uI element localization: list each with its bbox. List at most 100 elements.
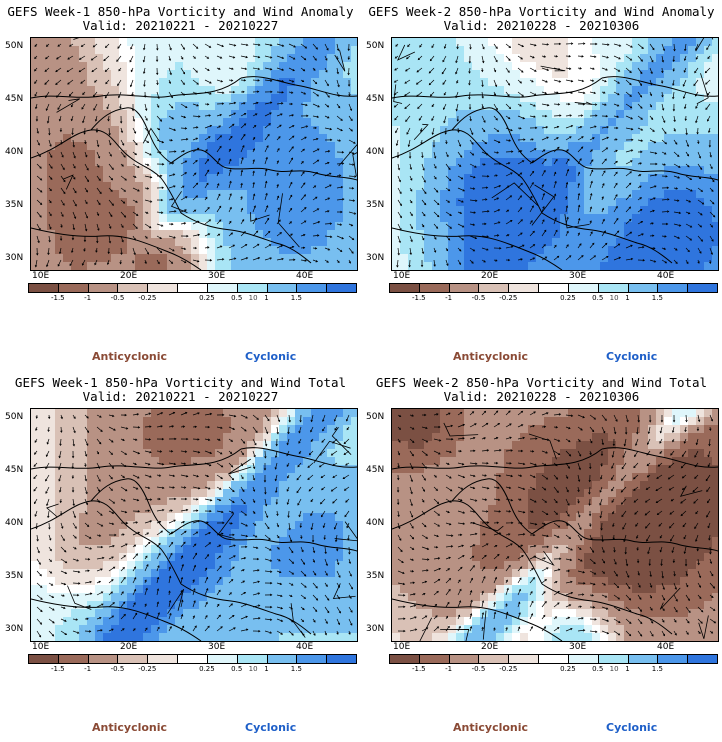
vorticity-shading	[31, 38, 357, 270]
colorbar-swatch	[687, 654, 718, 664]
colorbar-swatch	[28, 654, 59, 664]
colorbar-swatch	[87, 283, 119, 293]
colorbar-swatch	[687, 283, 718, 293]
colorbar-tick-label: -0.25	[138, 294, 157, 302]
panel-week2-anomaly: GEFS Week-2 850-hPa Vorticity and Wind A…	[361, 0, 722, 371]
longitude-label: 20E	[481, 271, 499, 281]
vorticity-shading	[392, 38, 718, 270]
colorbar	[389, 283, 718, 293]
colorbar-swatch	[627, 283, 659, 293]
latitude-label: 50N	[366, 412, 385, 422]
anticyclonic-label: Anticyclonic	[92, 721, 168, 734]
longitude-label: 40E	[296, 271, 314, 281]
colorbar-swatch	[266, 654, 298, 664]
longitude-label: 10E	[393, 271, 411, 281]
vorticity-map	[391, 408, 719, 642]
colorbar-swatch	[296, 654, 328, 664]
vorticity-map	[391, 37, 719, 271]
colorbar-tick-label: -0.25	[499, 665, 518, 673]
latitude-label: 45N	[5, 465, 24, 475]
colorbar-swatch	[567, 654, 599, 664]
colorbar-tick-label: 0.25	[560, 665, 576, 673]
panel-week2-total: GEFS Week-2 850-hPa Vorticity and Wind T…	[361, 371, 722, 742]
latitude-label: 30N	[366, 253, 385, 263]
latitude-label: 40N	[5, 518, 24, 528]
colorbar-swatch	[236, 283, 268, 293]
coastlines	[392, 422, 718, 641]
longitude-label: 20E	[481, 642, 499, 652]
wind-vectors	[33, 411, 353, 638]
colorbar-scale-label: 10	[248, 665, 258, 673]
colorbar	[28, 283, 357, 293]
colorbar-swatch	[627, 654, 659, 664]
colorbar-tick-label: -1	[445, 294, 453, 302]
colorbar-scale-label: 10	[609, 665, 619, 673]
latitude-label: 35N	[5, 571, 24, 581]
colorbar-tick-label: 0.25	[199, 665, 215, 673]
colorbar-swatch	[448, 654, 480, 664]
latitude-label: 45N	[366, 465, 385, 475]
colorbar-tick-label: -1	[445, 665, 453, 673]
colorbar-tick-label: 1	[264, 294, 269, 302]
panel-valid-dates: Valid: 20210228 - 20210306	[443, 18, 640, 33]
colorbar-swatch	[418, 283, 450, 293]
colorbar-tick-label: 1.5	[290, 665, 302, 673]
colorbar-tick-label: -0.5	[471, 665, 486, 673]
longitude-label: 20E	[120, 271, 138, 281]
latitude-label: 30N	[366, 624, 385, 634]
longitude-label: 30E	[569, 642, 587, 652]
longitude-label: 40E	[296, 642, 314, 652]
colorbar-swatch	[597, 654, 629, 664]
colorbar-tick-label: -0.25	[499, 294, 518, 302]
colorbar-swatch	[538, 283, 569, 293]
latitude-label: 35N	[366, 571, 385, 581]
colorbar-swatch	[597, 283, 629, 293]
colorbar-tick-label: -1.5	[411, 665, 426, 673]
colorbar-scale-label: 10	[248, 294, 258, 302]
colorbar-tick-label: -1	[84, 294, 92, 302]
colorbar-swatch	[448, 283, 480, 293]
colorbar-swatch	[177, 283, 208, 293]
panel-title: GEFS Week-1 850-hPa Vorticity and Wind A…	[7, 4, 354, 19]
colorbar-swatch	[478, 283, 510, 293]
colorbar-swatch	[418, 654, 450, 664]
colorbar-swatch	[567, 283, 599, 293]
anticyclonic-label: Anticyclonic	[92, 350, 168, 363]
latitude-label: 35N	[366, 200, 385, 210]
colorbar-swatch	[538, 654, 569, 664]
latitude-label: 40N	[366, 147, 385, 157]
longitude-label: 40E	[657, 271, 675, 281]
colorbar-tick-label: 0.5	[592, 294, 604, 302]
latitude-label: 45N	[366, 94, 385, 104]
panel-valid-dates: Valid: 20210221 - 20210227	[82, 389, 279, 404]
longitude-label: 10E	[32, 271, 50, 281]
longitude-label: 30E	[208, 271, 226, 281]
latitude-label: 50N	[366, 41, 385, 51]
colorbar-tick-label: 0.5	[231, 665, 243, 673]
colorbar-tick-label: -0.5	[110, 665, 125, 673]
colorbar-swatch	[508, 283, 540, 293]
colorbar-swatch	[296, 283, 328, 293]
colorbar-swatch	[177, 654, 208, 664]
colorbar-tick-label: 0.5	[592, 665, 604, 673]
latitude-label: 30N	[5, 624, 24, 634]
colorbar-scale-label: 10	[609, 294, 619, 302]
panel-title: GEFS Week-2 850-hPa Vorticity and Wind T…	[375, 375, 708, 390]
colorbar-tick-label: 0.25	[199, 294, 215, 302]
anticyclonic-label: Anticyclonic	[453, 721, 529, 734]
colorbar-tick-label: 1	[264, 665, 269, 673]
colorbar-tick-label: -0.5	[471, 294, 486, 302]
colorbar-swatch	[57, 283, 89, 293]
vorticity-shading	[31, 409, 357, 641]
cyclonic-label: Cyclonic	[606, 350, 658, 363]
panel-week1-total: GEFS Week-1 850-hPa Vorticity and Wind T…	[0, 371, 361, 742]
colorbar-swatch	[266, 283, 298, 293]
latitude-label: 30N	[5, 253, 24, 263]
panel-valid-dates: Valid: 20210221 - 20210227	[82, 18, 279, 33]
wind-vectors	[34, 43, 357, 268]
colorbar-tick-label: 1	[625, 665, 630, 673]
colorbar-tick-label: -0.25	[138, 665, 157, 673]
colorbar-swatch	[236, 654, 268, 664]
colorbar-tick-label: 1	[625, 294, 630, 302]
map-field	[392, 38, 718, 270]
